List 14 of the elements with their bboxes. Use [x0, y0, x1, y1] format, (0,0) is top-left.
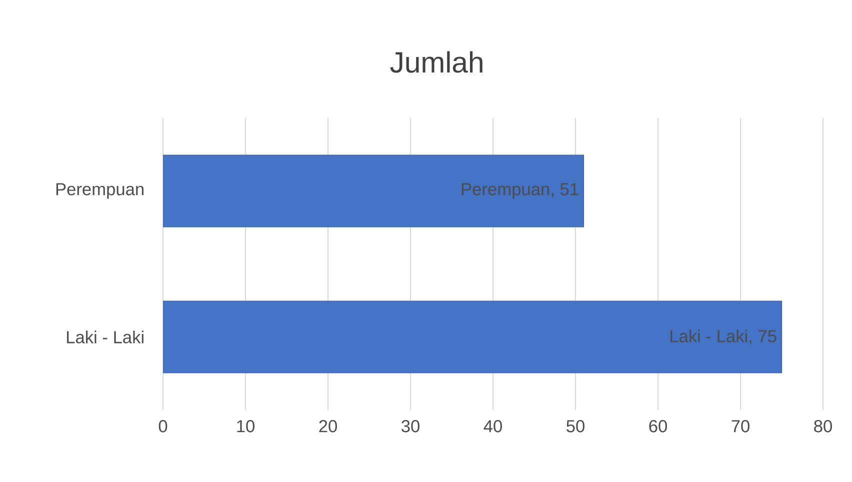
x-tick-label: 0: [158, 420, 168, 432]
x-tick-label: 80: [814, 420, 832, 432]
x-tick-label: 60: [649, 420, 667, 432]
x-tick-label: 10: [237, 420, 254, 432]
y-tick-label: Laki - Laki: [67, 330, 144, 344]
data-label: Perempuan, 51: [462, 183, 578, 199]
x-tick-label: 70: [732, 420, 750, 432]
chart-title: Jumlah: [390, 51, 482, 73]
x-tick-label: 30: [402, 420, 420, 432]
x-tick-label: 50: [566, 420, 584, 432]
x-tick-label: 40: [484, 420, 502, 432]
data-label: Laki - Laki, 75: [670, 330, 776, 344]
y-tick-label: Perempuan: [56, 183, 144, 199]
x-tick-label: 20: [319, 420, 337, 432]
